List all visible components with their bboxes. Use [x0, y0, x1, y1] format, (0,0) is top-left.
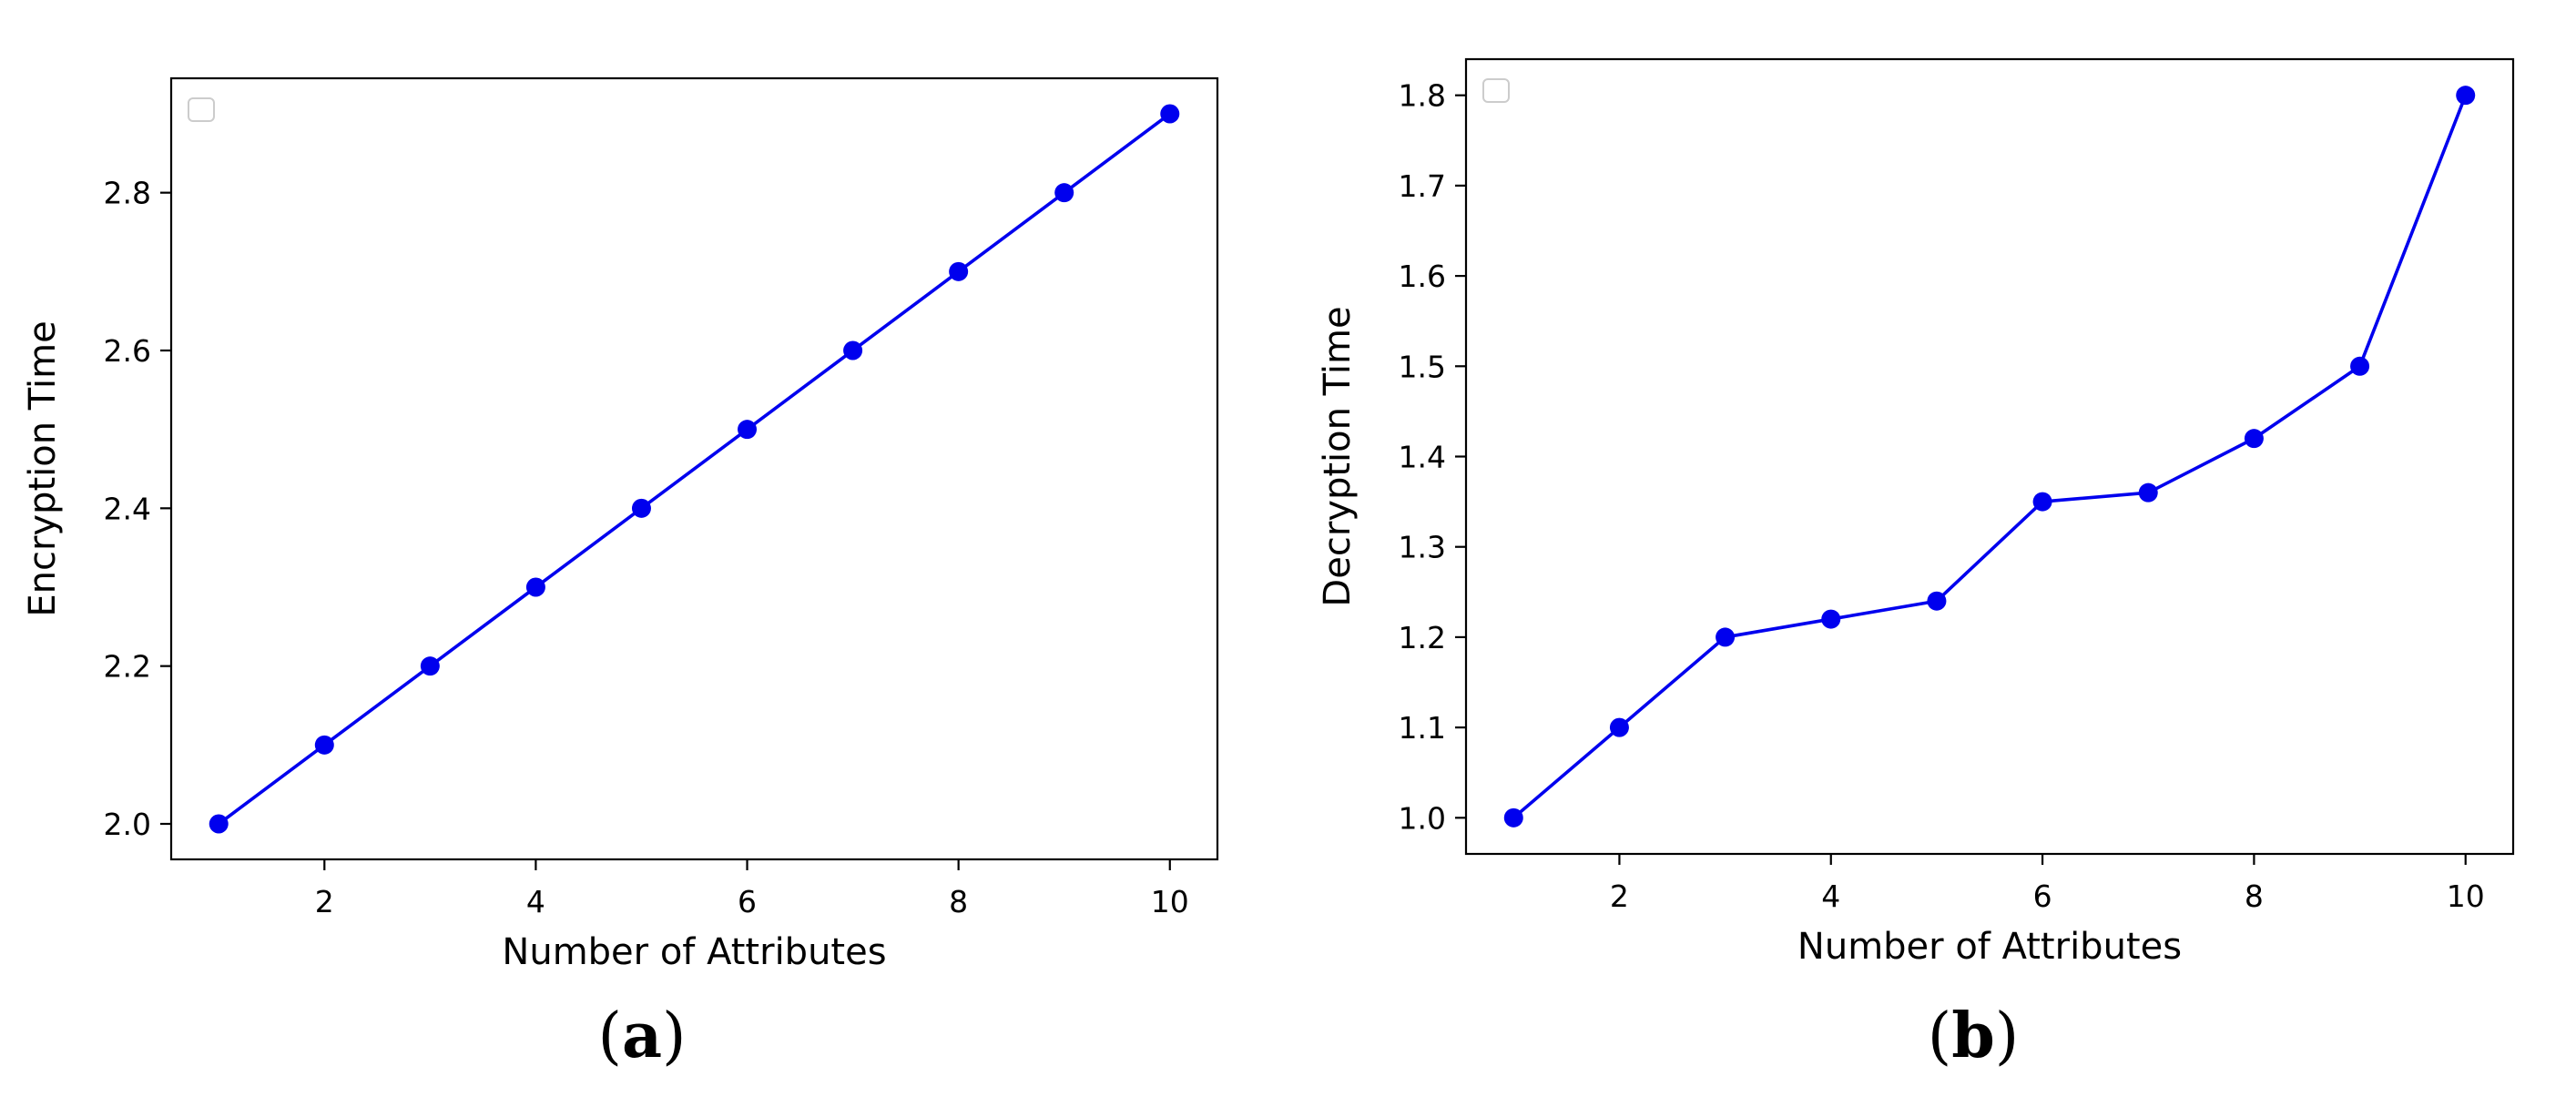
data-point	[1609, 717, 1629, 737]
data-point	[843, 340, 863, 360]
data-point	[738, 420, 758, 440]
data-point	[1927, 591, 1947, 611]
data-point	[949, 261, 969, 281]
data-point	[1054, 183, 1074, 203]
y-tick-label: 1.3	[1399, 530, 1446, 565]
chart-b: 2 4 6 8 10 1.0 1.1 1.2 1.3 1.4 1.5 1.6 1.7 1.8 Number …	[1317, 57, 2515, 968]
panel-a-label: (a)	[597, 1000, 687, 1072]
series-line	[218, 112, 1171, 826]
data-point	[2032, 492, 2052, 512]
x-tick-label: 10	[2447, 878, 2485, 914]
x-tick-label: 8	[2245, 878, 2264, 914]
legend-box	[188, 97, 215, 122]
y-tick-label: 1.5	[1399, 349, 1446, 384]
x-axis-label: Number of Attributes	[502, 931, 886, 973]
data-point	[2244, 429, 2264, 449]
y-tick-label: 2.4	[104, 491, 151, 526]
y-tick-label: 1.6	[1399, 259, 1446, 294]
data-point	[1160, 104, 1180, 124]
y-tick-label: 1.1	[1399, 710, 1446, 746]
x-tick-label: 6	[2033, 878, 2052, 914]
data-point	[314, 735, 334, 755]
y-tick-label: 2.2	[104, 649, 151, 685]
legend-box	[1482, 78, 1510, 103]
data-point	[1503, 807, 1523, 828]
y-tick-label: 2.6	[104, 333, 151, 369]
series-line	[1512, 95, 2468, 819]
y-tick-label: 1.7	[1399, 168, 1446, 204]
data-point	[1821, 609, 1841, 629]
y-axis-label: Encryption Time	[22, 320, 64, 616]
data-point	[420, 656, 440, 676]
x-tick-label: 6	[738, 884, 757, 919]
data-point	[209, 814, 229, 834]
x-tick-label: 4	[1821, 878, 1840, 914]
y-tick-label: 2.0	[104, 807, 151, 842]
data-point	[631, 498, 651, 518]
y-tick-label: 1.2	[1399, 620, 1446, 655]
x-tick-label: 10	[1151, 884, 1189, 919]
y-axis-label: Decryption Time	[1317, 306, 1359, 606]
data-point	[2456, 86, 2476, 106]
y-tick-label: 1.4	[1399, 440, 1446, 475]
panel-b-label: (b)	[1927, 1000, 2020, 1072]
x-tick-label: 8	[949, 884, 968, 919]
chart-a: 2 4 6 8 10 2.0 2.2 2.4 2.6 2.8 Number of Attribute…	[22, 76, 1219, 973]
y-tick-label: 1.8	[1399, 78, 1446, 114]
y-tick-label: 1.0	[1399, 800, 1446, 836]
data-point	[2350, 356, 2370, 376]
data-point	[2138, 482, 2158, 503]
data-point	[525, 577, 545, 597]
data-point	[1716, 627, 1736, 647]
x-tick-label: 4	[526, 884, 545, 919]
plot-frame	[169, 76, 1219, 861]
y-tick-label: 2.8	[104, 176, 151, 211]
x-axis-label: Number of Attributes	[1797, 926, 2182, 968]
x-tick-label: 2	[1610, 878, 1629, 914]
x-tick-label: 2	[315, 884, 334, 919]
